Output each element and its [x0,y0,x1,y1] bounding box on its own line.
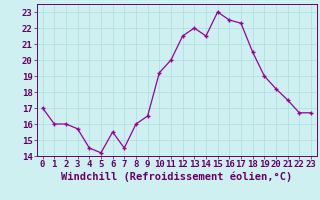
X-axis label: Windchill (Refroidissement éolien,°C): Windchill (Refroidissement éolien,°C) [61,172,292,182]
